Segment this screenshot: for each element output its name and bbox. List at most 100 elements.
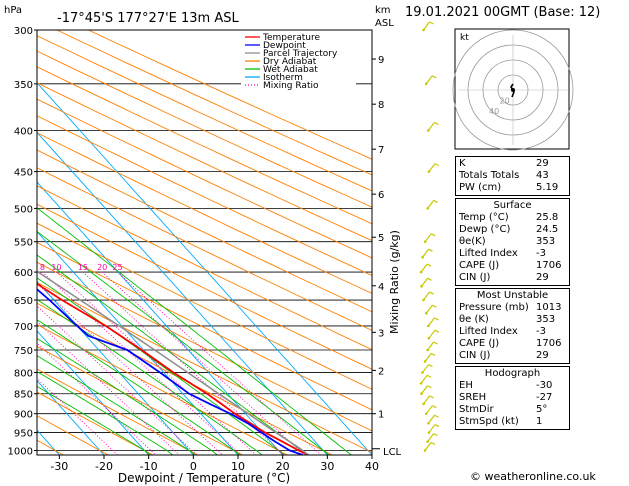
km-tick-label: 6 [378, 190, 384, 201]
dry-adiabat-line [37, 368, 199, 455]
datetime-header: 19.01.2021 00GMT (Base: 12) [405, 5, 601, 20]
surface-label: Lifted Index [459, 248, 518, 259]
indices-box: K 29 Totals Totals 43 PW (cm) 5.19 [455, 156, 570, 196]
surface-value: 353 [536, 236, 556, 247]
temperature-tick-label: 0 [190, 460, 197, 473]
surface-label: Dewp (°C) [459, 224, 511, 235]
km-tick-label: 9 [378, 55, 384, 66]
hodograph-stat-label: SREH [459, 392, 487, 403]
hodograph-stat-row: SREH -27 [459, 392, 566, 404]
temperature-tick-label: -30 [50, 460, 68, 473]
hodograph-storm-motion [511, 88, 515, 92]
surface-row: θe(K) 353 [459, 236, 566, 248]
wet-adiabat-line [37, 371, 173, 455]
km-tick-label: 7 [378, 145, 384, 156]
x-axis-label: Dewpoint / Temperature (°C) [118, 471, 290, 485]
surface-box: Surface Temp (°C) 25.8 Dewp (°C) 24.5 θe(K) 3… [455, 198, 570, 286]
wet-adiabat-line [37, 277, 285, 455]
wind-barb [424, 304, 437, 315]
temperature-tick-label: 40 [365, 460, 379, 473]
surface-row: CIN (J) 29 [459, 272, 566, 284]
km-tick-label: 3 [378, 328, 384, 339]
hodograph-ring-label: 40 [489, 107, 499, 116]
wind-barb [427, 414, 439, 425]
asl-label: ASL [375, 18, 394, 29]
mixing-ratio-value-label: 4 [0, 263, 3, 272]
temperature-tick-label: 20 [276, 460, 290, 473]
wind-barb [427, 317, 439, 328]
index-row: Totals Totals 43 [459, 170, 566, 182]
unstable-row: CIN (J) 29 [459, 350, 566, 362]
dry-adiabat-line [37, 35, 372, 192]
wind-barb [426, 341, 438, 352]
mixing-ratio-value-label: 8 [40, 263, 45, 272]
wind-barb [425, 405, 437, 415]
temperature-line [37, 282, 309, 455]
pressure-tick-label: 650 [14, 296, 33, 307]
isotherm-line [37, 131, 328, 455]
wind-barb [421, 248, 433, 259]
wind-barb [422, 291, 434, 302]
km-tick-label: 4 [378, 282, 384, 293]
wet-adiabat-line [37, 298, 263, 455]
chart-title: -17°45'S 177°27'E 13m ASL [57, 11, 239, 26]
surface-row: Temp (°C) 25.8 [459, 212, 566, 224]
pressure-tick-label: 900 [14, 410, 33, 421]
unstable-label: Lifted Index [459, 326, 518, 337]
dewpoint-line [37, 288, 304, 455]
unstable-row: CAPE (J) 1706 [459, 338, 566, 350]
dry-adiabat-line [37, 132, 372, 294]
legend-entry: Isotherm [263, 73, 303, 83]
temperature-tick-label: 30 [320, 460, 334, 473]
isotherm-line [37, 379, 105, 455]
dry-adiabat-line [37, 167, 372, 332]
pressure-tick-label: 800 [14, 369, 33, 380]
hodograph-stat-row: StmDir 5° [459, 404, 566, 416]
isotherm-line [37, 230, 239, 455]
surface-row: Lifted Index -3 [459, 248, 566, 260]
pressure-tick-label: 300 [14, 26, 33, 37]
wet-adiabat-line [37, 355, 196, 455]
hodograph-stat-row: EH -30 [459, 380, 566, 392]
unstable-value: 1706 [536, 338, 562, 349]
surface-title: Surface [493, 200, 532, 211]
surface-row: Dewp (°C) 24.5 [459, 224, 566, 236]
dry-adiabat-line [37, 185, 372, 351]
index-value: 43 [536, 170, 549, 181]
unstable-label: CAPE (J) [459, 338, 500, 349]
pressure-tick-label: 450 [14, 168, 33, 179]
km-tick-label: 8 [378, 100, 384, 111]
dry-adiabat-line [37, 66, 372, 225]
hodograph-stat-value: 1 [536, 416, 543, 427]
dry-adiabat-line [37, 222, 372, 390]
surface-row: CAPE (J) 1706 [459, 260, 566, 272]
dry-adiabat-line [37, 50, 372, 208]
km-tick-label: 2 [378, 366, 384, 377]
dry-adiabat-line [37, 82, 372, 242]
dry-adiabat-line [37, 98, 372, 259]
legend-entry: Mixing Ratio [263, 81, 319, 91]
surface-value: 29 [536, 272, 549, 283]
hodograph-ring-label: 20 [500, 97, 510, 106]
wind-barb [421, 364, 433, 374]
temperature-tick-label: -10 [140, 460, 158, 473]
hodograph-stat-value: 5° [536, 404, 548, 415]
y-axis-label-hpa: hPa [4, 5, 22, 16]
surface-value: -3 [536, 248, 546, 259]
wind-barb [422, 395, 434, 406]
isotherm-line [37, 280, 194, 455]
parcel-trajectory-line [37, 270, 310, 455]
mixing-ratio-line [56, 271, 257, 455]
hodograph-table-box: Hodograph EH -30 SREH -27 StmDir 5° StmSpd (kt… [455, 366, 570, 430]
dry-adiabat-line [88, 30, 372, 160]
mixing-ratio-line [37, 282, 223, 455]
index-row: K 29 [459, 158, 566, 170]
hodograph-stat-value: -30 [536, 380, 553, 391]
mixing-ratio-value-label: 25 [112, 263, 122, 272]
legend-entry: Parcel Trajectory [263, 49, 338, 59]
surface-label: CAPE (J) [459, 260, 500, 271]
hodograph-stat-value: -27 [536, 392, 553, 403]
mixing-ratio-value-label: 10 [51, 263, 61, 272]
km-tick-label: 1 [378, 410, 384, 421]
